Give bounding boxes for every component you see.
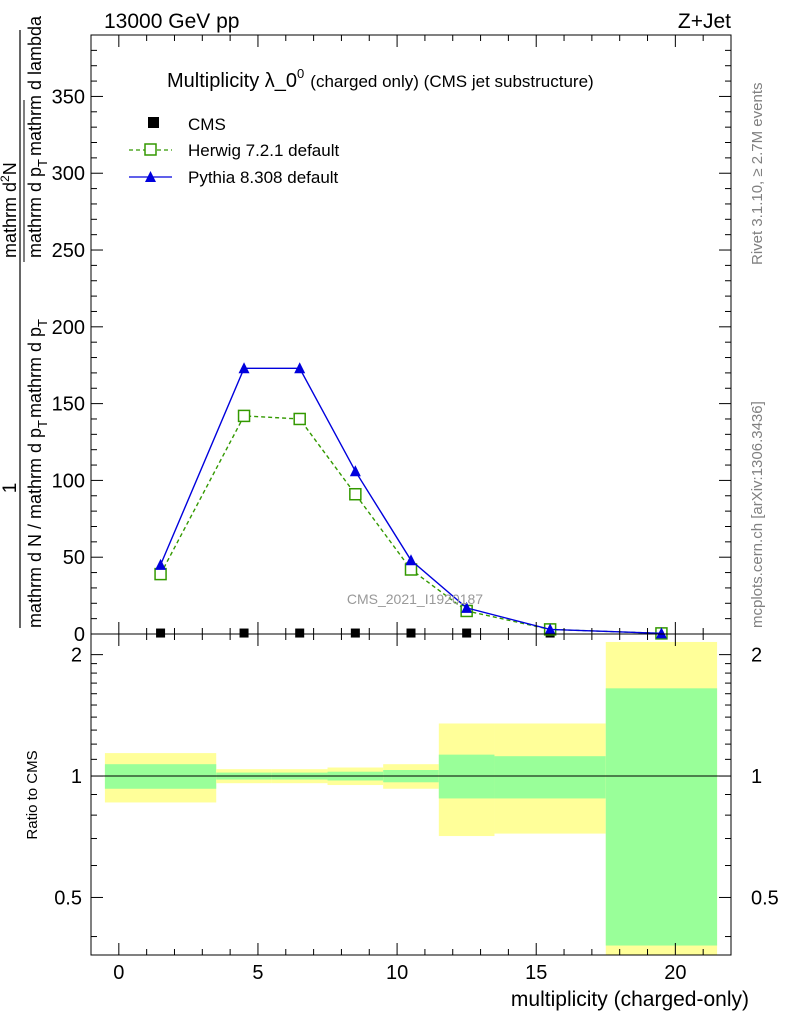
mcplots-credit: mcplots.cern.ch [arXiv:1306.3436] xyxy=(749,401,766,628)
main-y-tick-label: 50 xyxy=(63,547,85,569)
ratio-y-tick-label-left: 1 xyxy=(71,766,82,788)
pythia-point xyxy=(294,362,306,374)
pythia-point xyxy=(405,554,417,566)
process-label: Z+Jet xyxy=(678,10,731,33)
y-label-frac-numerator: 1 xyxy=(0,483,21,494)
cms-point xyxy=(239,628,249,638)
cms-point xyxy=(406,628,416,638)
main-y-tick-label: 350 xyxy=(52,86,85,108)
pythia-point xyxy=(349,465,361,477)
rivet-credit: Rivet 3.1.10, ≥ 2.7M events xyxy=(749,83,766,266)
energy-label: 13000 GeV pp xyxy=(104,10,239,33)
pythia-point xyxy=(155,558,167,570)
main-y-tick-label: 100 xyxy=(52,470,85,492)
x-tick-label: 10 xyxy=(386,962,408,984)
herwig-point xyxy=(154,567,167,581)
legend: CMS Herwig 7.2.1 default Pythia 8.308 de… xyxy=(129,115,339,187)
x-tick-label: 0 xyxy=(113,962,124,984)
ratio-inner-band xyxy=(605,688,718,946)
main-y-tick-label: 300 xyxy=(52,163,85,185)
main-plot-frame xyxy=(90,34,732,635)
ratio-y-axis-label: Ratio to CMS xyxy=(24,750,41,839)
main-y-tick-label: 200 xyxy=(52,317,85,339)
ratio-inner-band xyxy=(494,756,606,799)
ratio-y-tick-label-right: 0.5 xyxy=(751,887,779,909)
main-series-group xyxy=(154,362,668,640)
ratio-y-tick-label-left: 2 xyxy=(71,645,82,667)
cms-point xyxy=(462,628,472,638)
legend-cms-label: CMS xyxy=(188,115,226,134)
ratio-plot-panel: 0.5 0.51 12 20 5 10 15 20 xyxy=(54,633,779,984)
plot-title-suffix: (charged only) (CMS jet substructure) xyxy=(310,72,593,91)
ratio-y-tick-label-right: 1 xyxy=(751,766,762,788)
ratio-bands-group xyxy=(104,641,718,955)
herwig-point xyxy=(293,412,306,426)
herwig-point xyxy=(349,487,362,501)
legend-herwig-marker xyxy=(144,143,157,156)
plot-title: Multiplicity λ_00 (charged only) (CMS jet… xyxy=(167,66,594,92)
herwig-point xyxy=(404,563,418,576)
y-label-inner-denominator: mathrm d pTmathrm d lambda xyxy=(25,15,50,258)
main-plot-panel: 0 50 100 150 200 250 300 350 xyxy=(52,34,732,646)
pythia-point xyxy=(655,627,667,639)
herwig-point xyxy=(237,409,251,423)
cms-point xyxy=(350,628,360,638)
y-label-inner-numerator: mathrm d2N xyxy=(0,162,20,258)
plot-title-superscript: 0 xyxy=(297,66,304,81)
main-y-tick-label: 150 xyxy=(52,394,85,416)
pythia-point xyxy=(461,601,473,613)
legend-pythia-label: Pythia 8.308 default xyxy=(188,168,339,187)
analysis-watermark: CMS_2021_I1920187 xyxy=(347,591,483,607)
legend-cms-marker xyxy=(148,117,159,128)
cms-point xyxy=(156,628,166,638)
x-tick-label: 15 xyxy=(525,962,547,984)
legend-pythia-marker xyxy=(145,171,156,182)
pythia-point xyxy=(238,362,250,374)
main-y-tick-label: 250 xyxy=(52,240,85,262)
x-tick-label: 5 xyxy=(252,962,263,984)
cms-point xyxy=(295,628,305,638)
plot-title-main: Multiplicity λ_0 xyxy=(167,70,297,92)
x-tick-label: 20 xyxy=(664,962,686,984)
main-y-axis-label: 1 mathrm d N / mathrm d pTmathrm d pT ma… xyxy=(0,15,50,628)
legend-herwig-label: Herwig 7.2.1 default xyxy=(188,141,339,160)
ratio-y-tick-label-right: 2 xyxy=(751,645,762,667)
main-y-tick-label: 0 xyxy=(74,624,85,646)
y-label-denominator: mathrm d N / mathrm d pTmathrm d pT xyxy=(25,319,50,628)
ratio-y-tick-label-left: 0.5 xyxy=(54,887,82,909)
pythia-point xyxy=(544,623,556,635)
x-axis-label: multiplicity (charged-only) xyxy=(511,988,749,1011)
